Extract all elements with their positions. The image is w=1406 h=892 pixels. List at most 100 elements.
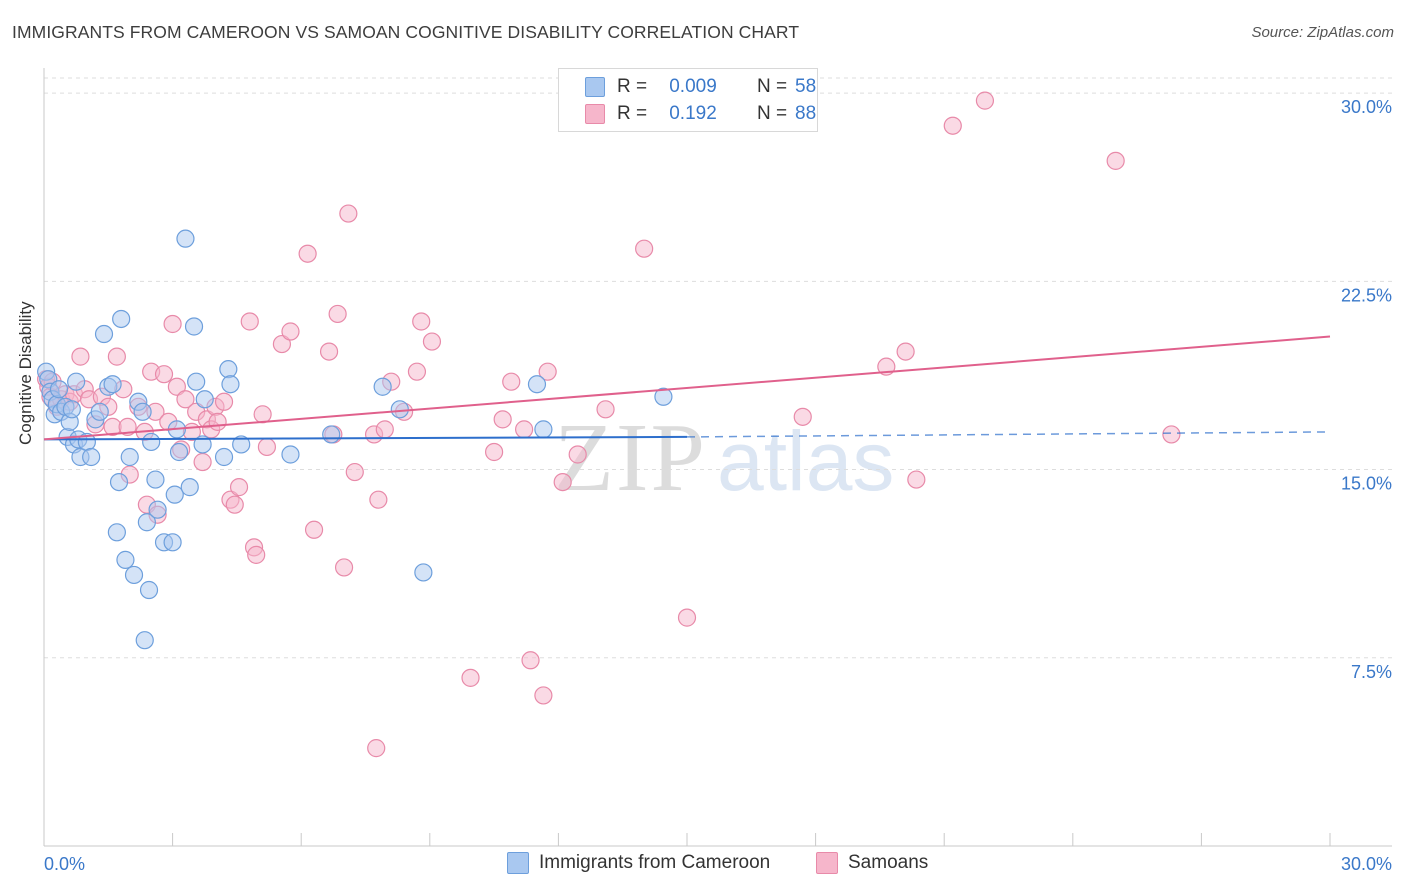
point-samoans [253,405,272,424]
point-cameroon [142,432,161,452]
point-samoans [214,392,234,411]
point-samoans [319,342,339,361]
legend-r-label: R = [617,76,648,97]
y-tick-label: 22.5% [1341,285,1392,305]
series-legend-item-cameroon[interactable]: Immigrants from Cameroon [507,852,770,874]
source-label: Source: ZipAtlas.com [1251,24,1394,41]
legend-r-label: R = [617,103,648,124]
point-samoans [538,362,557,381]
point-cameroon [322,425,341,444]
point-cameroon [373,377,392,396]
point-cameroon [414,563,433,582]
point-cameroon [527,375,547,394]
point-samoans [677,608,697,627]
point-cameroon [62,400,81,419]
point-samoans [257,437,277,457]
point-samoans [502,372,521,391]
point-samoans [412,312,431,331]
point-cameroon [120,447,139,467]
x-tick-label: 0.0% [44,854,85,874]
point-cameroon [109,472,129,492]
point-samoans [167,377,186,396]
point-samoans [298,244,317,263]
point-samoans [272,334,292,354]
point-cameroon [187,372,206,391]
point-samoans [375,420,394,439]
series-legend: Immigrants from Cameroon Samoans [0,852,1406,876]
point-cameroon [221,375,240,394]
point-cameroon [193,435,212,454]
legend-n-label: N = [757,76,788,97]
point-cameroon [135,631,154,650]
point-samoans [521,651,540,670]
point-samoans [71,347,90,366]
series-legend-swatch-cameroon [507,852,529,874]
point-cameroon [281,445,300,464]
point-samoans [461,668,480,687]
legend-swatch-cameroon [585,77,605,97]
point-samoans [635,239,654,258]
point-samoans [975,91,995,110]
point-samoans [596,400,615,419]
point-cameroon [94,324,114,344]
point-samoans [328,304,347,324]
point-samoans [176,390,195,409]
legend-r-value: 0.192 [669,103,717,124]
point-cameroon [112,309,131,329]
point-cameroon [184,317,204,336]
point-cameroon [124,565,144,585]
point-samoans [247,545,266,564]
point-cameroon [180,478,199,497]
point-cameroon [137,513,156,532]
series-legend-swatch-samoans [816,852,838,874]
point-cameroon [169,442,189,462]
point-cameroon [165,485,184,504]
point-samoans [369,490,388,509]
y-axis-title: Cognitive Disability [16,301,36,445]
axis-layer [43,68,1392,847]
point-cameroon [49,380,69,399]
point-samoans [304,520,324,539]
y-tick-label: 7.5% [1351,662,1392,682]
point-cameroon [139,580,159,600]
point-samoans [367,739,386,758]
point-samoans [1162,425,1181,444]
point-cameroon [107,523,126,542]
legend-n-value: 88 [795,103,817,124]
point-cameroon [82,447,101,467]
y-tick-label: 15.0% [1341,474,1392,494]
point-cameroon [133,402,152,421]
point-cameroon [219,360,238,379]
point-samoans [334,558,354,577]
point-samoans [154,365,174,384]
point-cameroon [116,550,135,569]
point-cameroon [214,447,234,467]
point-cameroon [534,420,553,439]
point-samoans [553,472,572,492]
point-samoans [208,412,227,431]
point-samoans [485,442,504,462]
points-layer [37,91,1181,758]
point-cameroon [67,372,86,391]
point-samoans [281,322,300,341]
point-cameroon [148,500,167,519]
watermark-atlas: atlas [717,414,895,508]
legend-n-value: 58 [795,76,817,97]
stats-legend: R = 0.009 N = 58 R = 0.192 N = 88 [558,68,818,132]
point-cameroon [195,390,214,409]
point-samoans [163,314,182,334]
point-cameroon [103,375,122,394]
point-samoans [943,116,962,135]
point-samoans [1106,151,1125,170]
point-samoans [339,204,358,223]
point-samoans [229,478,249,497]
trendline-cameroon-extension [686,431,1331,438]
point-samoans [534,686,553,705]
point-cameroon [146,470,165,489]
trendline-samoans [43,335,1331,441]
point-samoans [422,332,442,351]
chart-title: IMMIGRANTS FROM CAMEROON VS SAMOAN COGNI… [12,22,800,42]
series-legend-item-samoans[interactable]: Samoans [816,852,928,874]
x-tick-label: 30.0% [1341,854,1392,874]
